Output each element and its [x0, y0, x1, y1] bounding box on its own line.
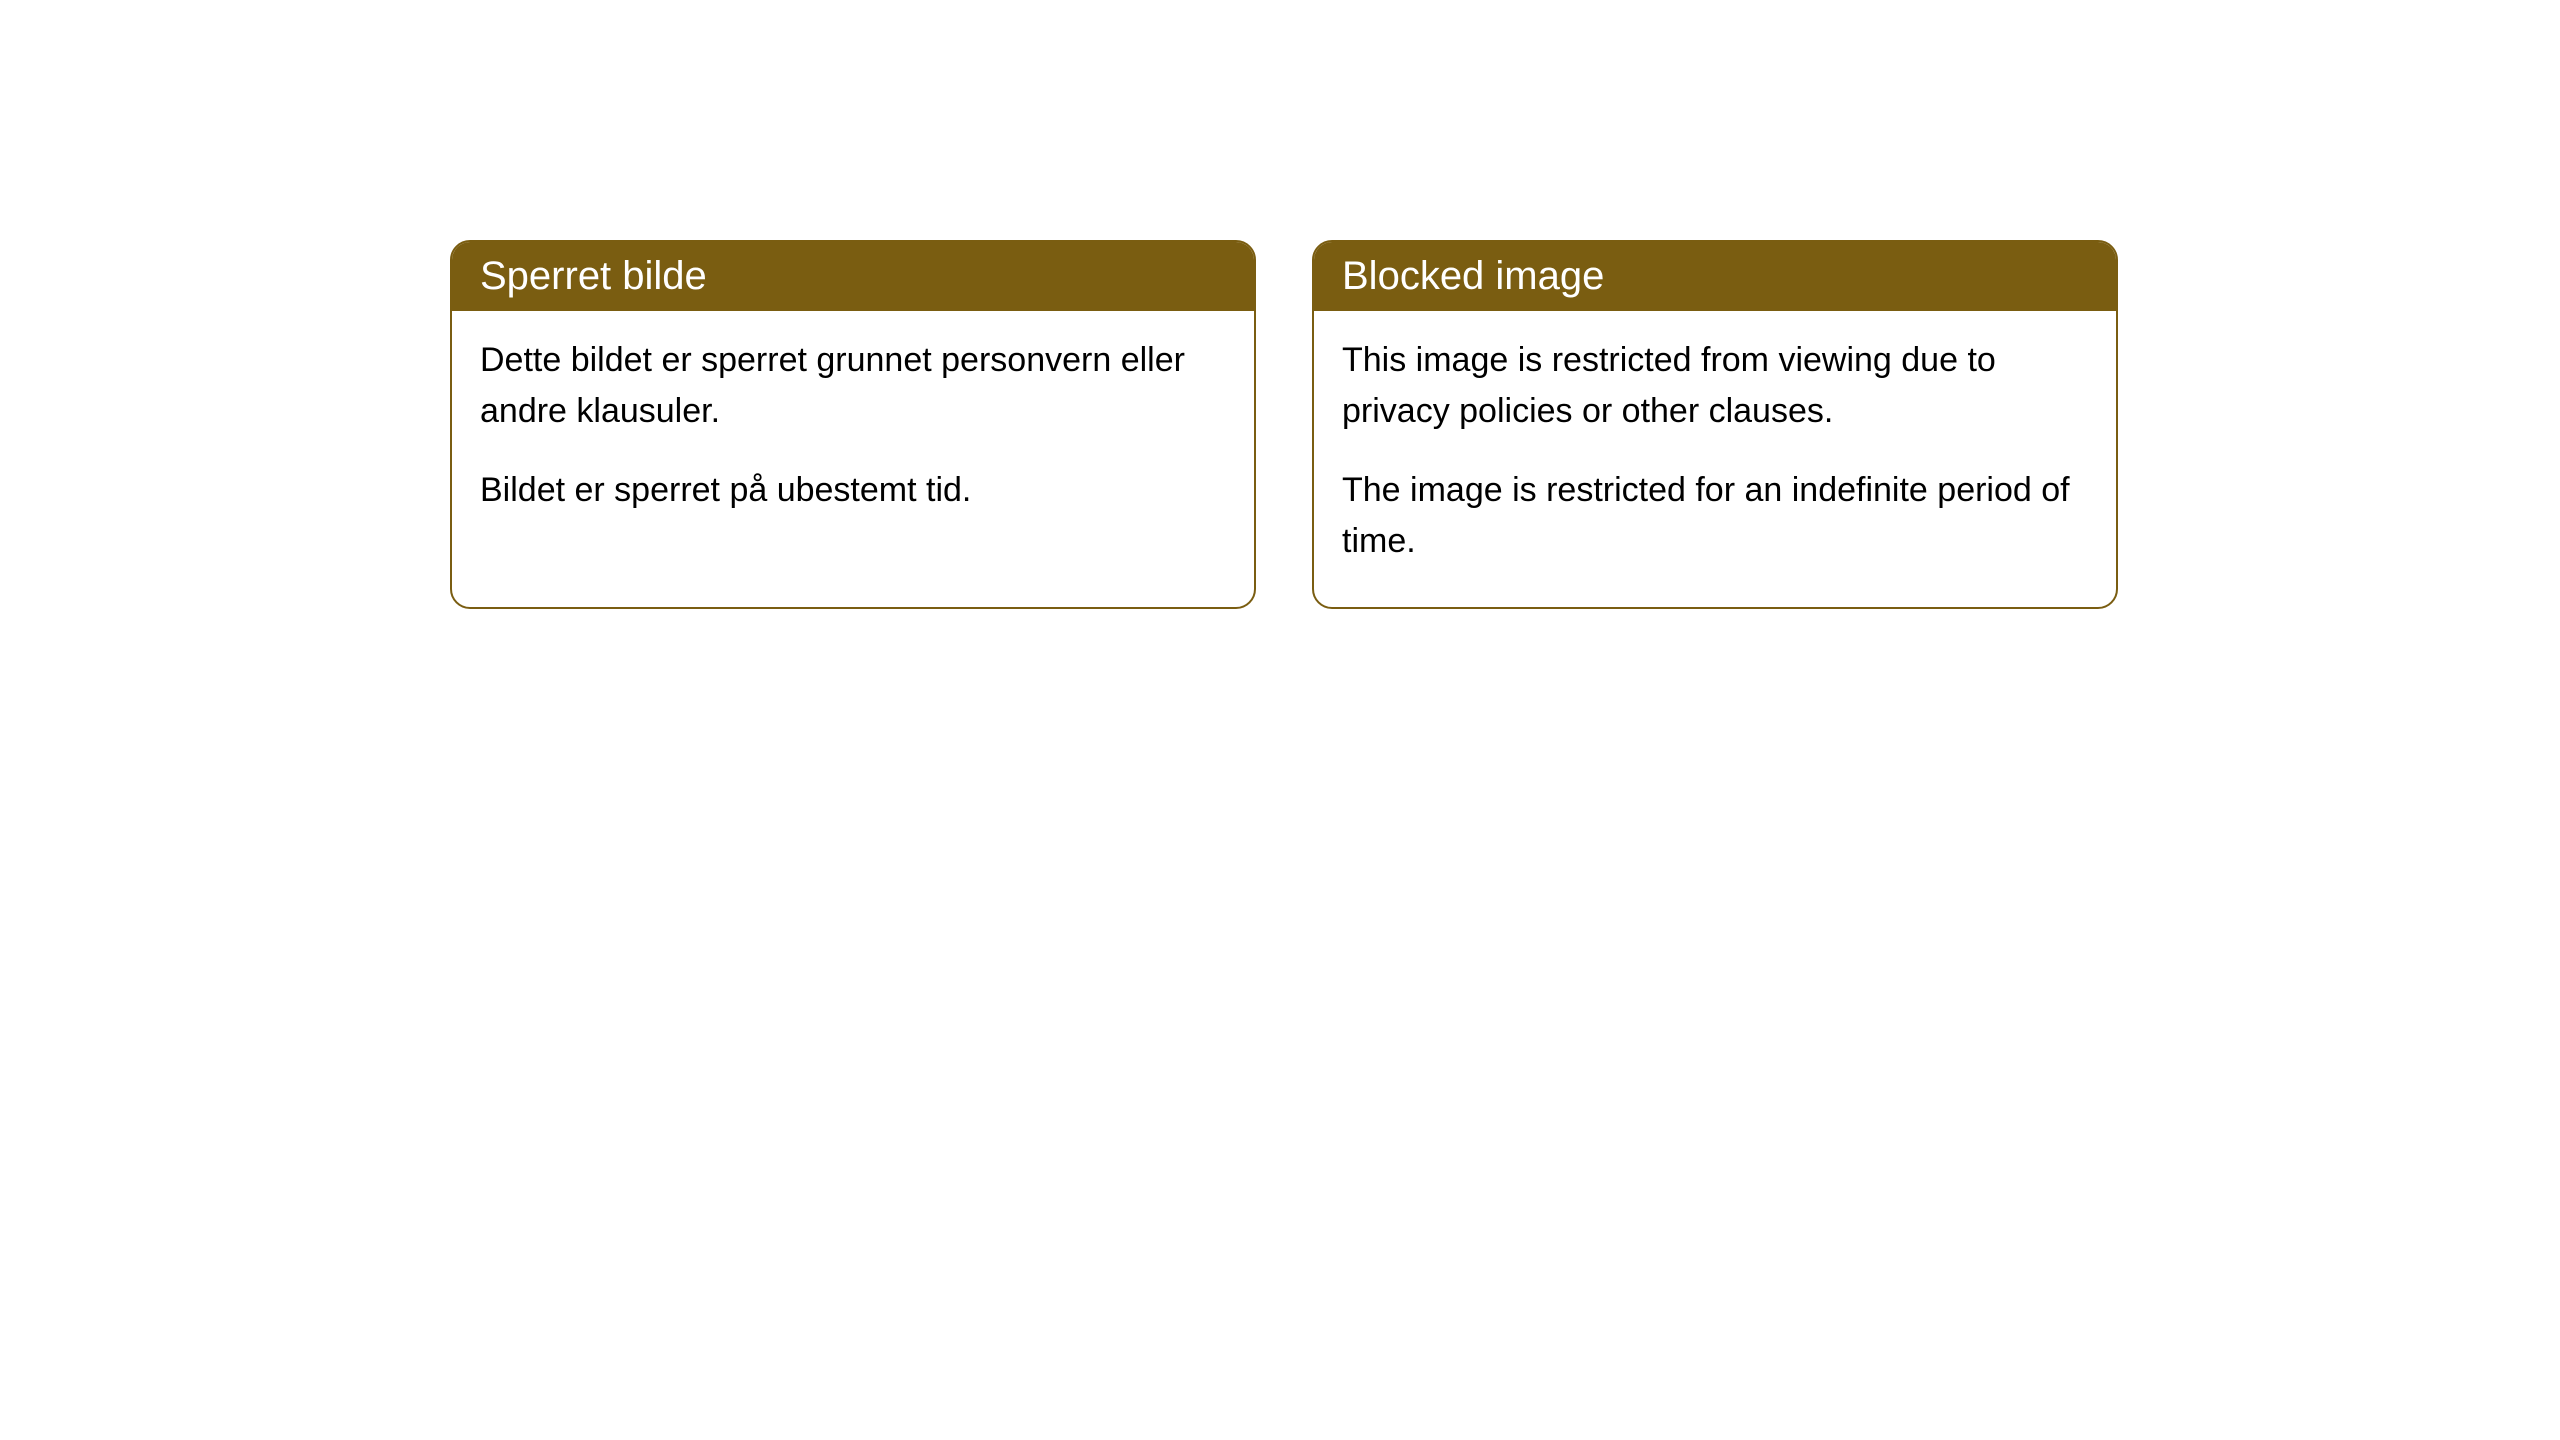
card-body-no: Dette bildet er sperret grunnet personve… — [452, 311, 1254, 556]
card-body-en: This image is restricted from viewing du… — [1314, 311, 2116, 607]
card-paragraph-1-en: This image is restricted from viewing du… — [1342, 335, 2088, 437]
card-paragraph-1-no: Dette bildet er sperret grunnet personve… — [480, 335, 1226, 437]
card-title-no: Sperret bilde — [452, 242, 1254, 311]
card-paragraph-2-no: Bildet er sperret på ubestemt tid. — [480, 465, 1226, 516]
card-paragraph-2-en: The image is restricted for an indefinit… — [1342, 465, 2088, 567]
blocked-image-card-no: Sperret bilde Dette bildet er sperret gr… — [450, 240, 1256, 609]
blocked-image-card-en: Blocked image This image is restricted f… — [1312, 240, 2118, 609]
notice-cards-container: Sperret bilde Dette bildet er sperret gr… — [450, 240, 2118, 609]
card-title-en: Blocked image — [1314, 242, 2116, 311]
